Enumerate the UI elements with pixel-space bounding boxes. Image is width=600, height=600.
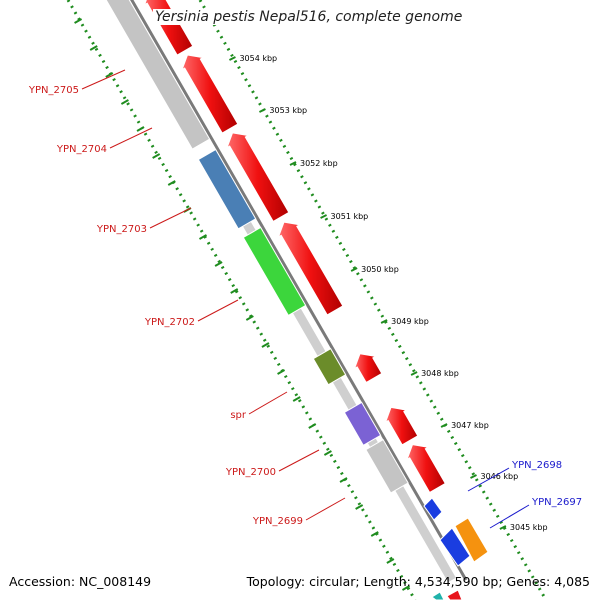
gene-block	[197, 148, 257, 230]
inner-track-tick	[120, 99, 129, 105]
inner-track-tick	[245, 315, 254, 321]
inner-track-tick	[152, 153, 161, 159]
kbp-tick	[320, 214, 328, 219]
kbp-scale: 3054 kbp 3053 kbp 3052 kbp 3051 kbp 3050 kbp…	[228, 54, 548, 532]
label-leader	[305, 497, 346, 521]
map-tracks	[66, 0, 548, 600]
gene-block	[343, 401, 382, 447]
kbp-tick-label: 3046 kbp	[480, 472, 518, 481]
forward-cds-block	[454, 517, 489, 563]
backbone-line	[130, 0, 468, 581]
label-leader	[81, 69, 126, 90]
inner-track-tick	[339, 477, 348, 483]
label-leader	[197, 299, 239, 322]
reverse-cds-arrow	[353, 353, 383, 384]
reverse-cds-arrow	[226, 132, 290, 223]
gene-label: YPN_2703	[96, 224, 147, 235]
inner-track-tick	[277, 369, 286, 375]
gene-block	[365, 438, 409, 494]
kbp-tick	[380, 319, 388, 324]
label-leader	[149, 207, 192, 229]
inner-track-tick	[89, 45, 98, 51]
label-leader	[109, 127, 153, 149]
reverse-cds-arrow	[181, 54, 239, 134]
outer-dotted-track	[198, 0, 548, 600]
kbp-tick	[350, 267, 358, 272]
gene-label: YPN_2702	[144, 317, 195, 328]
kbp-tick	[258, 108, 266, 113]
forward-cds-block	[439, 527, 471, 567]
inner-track-tick	[230, 288, 239, 294]
label-leader	[248, 391, 288, 415]
inner-track-tick	[198, 234, 207, 240]
reverse-cds-arrow	[384, 406, 419, 446]
inner-track-tick	[167, 180, 176, 186]
map-title: Yersinia pestis Nepal516, complete genom…	[153, 9, 465, 25]
gene-label: YPN_2704	[56, 144, 107, 155]
label-leader	[278, 449, 320, 472]
kbp-tick	[228, 56, 236, 61]
kbp-tick-label: 3054 kbp	[239, 54, 277, 63]
reverse-cds-arrow	[277, 221, 344, 316]
inner-track-tick	[292, 396, 301, 402]
genome-info-text: Topology: circular; Length: 4,534,590 bp…	[246, 574, 590, 589]
map-features	[105, 0, 489, 600]
forward-cds-block	[431, 591, 445, 600]
inner-dotted-track	[66, 0, 417, 600]
kbp-tick-label: 3045 kbp	[510, 523, 548, 532]
gene-block	[242, 226, 307, 317]
gene-label: spr	[230, 410, 247, 421]
label-leader	[489, 504, 530, 529]
inner-track-tick	[136, 126, 145, 132]
kbp-tick-label: 3053 kbp	[269, 106, 307, 115]
gene-block	[312, 348, 347, 386]
gene-label: YPN_2698	[511, 460, 562, 471]
inner-track-tick	[214, 261, 223, 267]
kbp-tick-label: 3051 kbp	[331, 212, 369, 221]
forward-cds-block	[423, 497, 443, 521]
inner-track-tick	[386, 558, 395, 564]
reverse-cds-arrow	[406, 444, 446, 494]
kbp-tick	[470, 474, 477, 479]
gene-label: YPN_2699	[252, 516, 303, 527]
kbp-tick-label: 3047 kbp	[451, 421, 489, 430]
gene-label: YPN_2697	[531, 497, 582, 508]
kbp-tick	[410, 371, 418, 376]
inner-track-tick	[74, 18, 83, 24]
kbp-tick-label: 3049 kbp	[391, 317, 429, 326]
inner-track-tick	[105, 72, 114, 78]
gene-label: YPN_2705	[28, 85, 79, 96]
kbp-tick	[289, 161, 297, 166]
inner-track-tick	[370, 531, 379, 537]
inner-track-tick	[355, 504, 364, 510]
kbp-tick	[440, 423, 448, 428]
kbp-tick-label: 3048 kbp	[421, 369, 459, 378]
kbp-tick-label: 3050 kbp	[361, 265, 399, 274]
kbp-tick-label: 3052 kbp	[300, 159, 338, 168]
forward-cds-block	[446, 589, 463, 600]
inner-track-tick	[323, 450, 332, 456]
label-leader	[467, 467, 510, 492]
accession-text: Accession: NC_008149	[9, 574, 152, 589]
inner-track-tick	[308, 423, 317, 429]
inner-track-tick	[401, 585, 410, 591]
gene-label: YPN_2700	[225, 467, 276, 478]
inner-track-tick	[261, 342, 270, 348]
kbp-tick	[499, 525, 507, 530]
